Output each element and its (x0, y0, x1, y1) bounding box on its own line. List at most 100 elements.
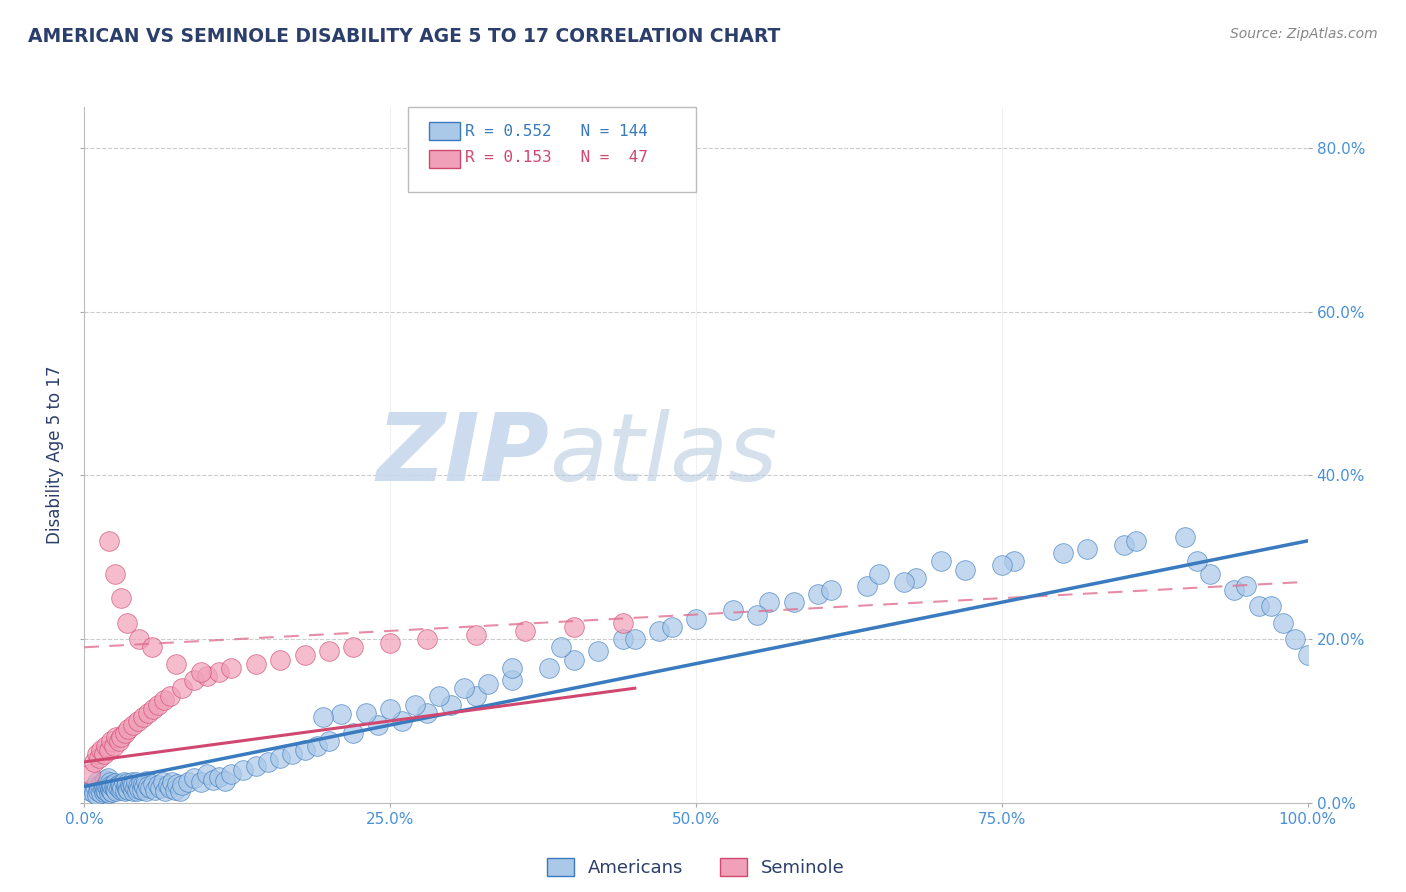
Point (342, 726, 364, 740)
Point (114, 784, 136, 798)
Point (110, 782, 132, 797)
Point (404, 698, 426, 712)
Point (1114, 538, 1136, 552)
Point (117, 722, 139, 736)
Point (648, 624, 671, 638)
Point (342, 640, 364, 655)
Point (294, 742, 316, 756)
Point (318, 644, 340, 658)
Point (110, 731, 132, 745)
Point (953, 562, 976, 576)
Point (354, 706, 377, 720)
Point (118, 778, 141, 792)
Point (159, 780, 181, 795)
Point (115, 776, 138, 790)
Point (136, 780, 159, 794)
Point (440, 698, 463, 712)
Point (112, 775, 135, 789)
Point (502, 673, 524, 687)
Point (89, 778, 111, 792)
Point (152, 775, 174, 789)
Point (131, 782, 153, 797)
Point (305, 739, 328, 753)
Point (101, 785, 124, 799)
Point (86, 775, 108, 789)
Point (165, 657, 187, 671)
Point (90, 786, 112, 800)
Point (146, 698, 169, 712)
Point (83, 755, 105, 769)
Point (132, 777, 155, 791)
Point (110, 591, 132, 606)
Point (269, 751, 291, 765)
Point (427, 690, 450, 704)
Point (105, 780, 128, 794)
Point (747, 607, 769, 622)
Point (183, 771, 205, 785)
Point (82, 780, 104, 795)
Point (135, 783, 157, 797)
Point (120, 780, 142, 795)
Point (159, 690, 181, 704)
Point (183, 673, 205, 687)
Point (110, 778, 132, 792)
Point (97, 780, 120, 794)
Point (219, 661, 242, 675)
Point (115, 781, 138, 796)
Point (108, 777, 131, 791)
Point (94, 772, 117, 787)
Point (269, 652, 291, 666)
Point (156, 778, 179, 792)
Point (1076, 542, 1098, 557)
Point (136, 706, 159, 720)
Point (101, 779, 124, 793)
Point (991, 558, 1014, 573)
Point (122, 718, 145, 732)
Point (142, 777, 165, 791)
Point (380, 701, 402, 715)
Point (562, 652, 585, 666)
Point (1198, 566, 1220, 581)
Point (100, 734, 122, 748)
Point (128, 632, 150, 646)
Point (96, 739, 118, 753)
Point (477, 677, 499, 691)
Point (129, 776, 152, 790)
Point (124, 780, 146, 795)
Point (163, 782, 186, 797)
Point (1296, 648, 1319, 663)
Point (84, 780, 107, 794)
Point (1002, 554, 1025, 568)
Point (105, 731, 128, 745)
Point (121, 774, 143, 789)
Text: AMERICAN VS SEMINOLE DISABILITY AGE 5 TO 17 CORRELATION CHART: AMERICAN VS SEMINOLE DISABILITY AGE 5 TO… (28, 27, 780, 45)
Point (1247, 599, 1270, 614)
Point (90, 742, 112, 756)
Point (141, 640, 163, 655)
Point (117, 782, 139, 797)
Point (1284, 632, 1306, 646)
Point (83, 786, 105, 800)
Point (245, 759, 267, 773)
Text: atlas: atlas (550, 409, 778, 500)
Point (380, 636, 402, 650)
Point (893, 574, 915, 589)
Point (103, 739, 125, 753)
Point (219, 767, 242, 781)
Point (104, 566, 127, 581)
Point (391, 714, 413, 728)
Point (586, 644, 609, 658)
Point (294, 648, 316, 663)
Point (177, 774, 200, 789)
Point (214, 773, 236, 788)
Point (87, 751, 110, 765)
Text: R = 0.153   N =  47: R = 0.153 N = 47 (465, 151, 648, 165)
Point (1272, 615, 1295, 630)
Point (104, 776, 127, 790)
Point (97, 780, 120, 795)
Point (107, 734, 129, 748)
Point (562, 620, 585, 634)
Point (1125, 533, 1147, 548)
Point (98, 775, 121, 789)
Point (93, 785, 115, 799)
